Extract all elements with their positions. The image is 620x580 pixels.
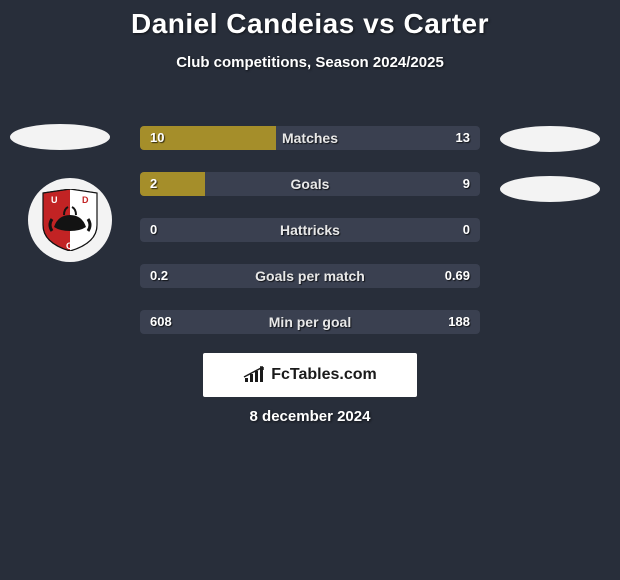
svg-text:D: D	[82, 195, 89, 205]
page-title: Daniel Candeias vs Carter	[0, 0, 620, 40]
subtitle: Club competitions, Season 2024/2025	[0, 54, 620, 71]
stat-label: Goals per match	[140, 264, 480, 288]
svg-text:O: O	[66, 241, 73, 251]
watermark: FcTables.com	[203, 353, 417, 397]
svg-text:U: U	[51, 195, 58, 205]
stat-row: 29Goals	[140, 172, 480, 196]
player-photo-right-1	[500, 126, 600, 152]
player-photo-left	[10, 124, 110, 150]
stat-label: Goals	[140, 172, 480, 196]
stat-label: Min per goal	[140, 310, 480, 334]
stat-label: Matches	[140, 126, 480, 150]
date-line: 8 december 2024	[0, 408, 620, 425]
stat-row: 00Hattricks	[140, 218, 480, 242]
club-logo-left: U D O	[28, 178, 112, 262]
stat-label: Hattricks	[140, 218, 480, 242]
stats-bars: 1013Matches 29Goals 00Hattricks 0.20.69Goal…	[140, 126, 480, 356]
player-photo-right-2	[500, 176, 600, 202]
stat-row: 1013Matches	[140, 126, 480, 150]
stat-row: 608188Min per goal	[140, 310, 480, 334]
shield-icon: U D O	[41, 189, 99, 251]
watermark-text: FcTables.com	[271, 366, 377, 384]
stat-row: 0.20.69Goals per match	[140, 264, 480, 288]
chart-icon	[243, 366, 265, 384]
